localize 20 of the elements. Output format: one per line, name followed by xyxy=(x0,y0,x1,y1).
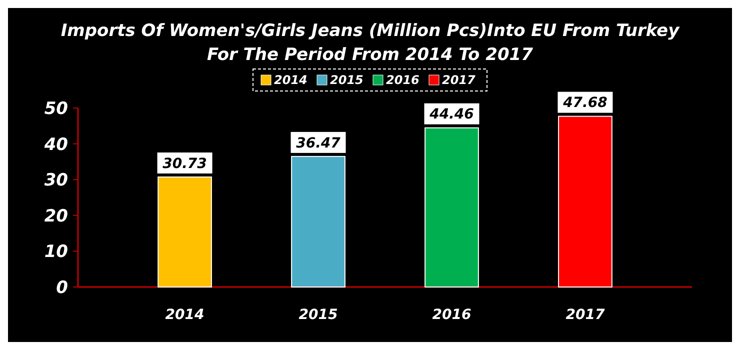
x-tick-label: 2016 xyxy=(432,307,472,323)
y-tick-label: 40 xyxy=(43,134,68,155)
data-label: 44.46 xyxy=(428,106,474,123)
legend-label: 2014 xyxy=(274,73,308,88)
data-label: 30.73 xyxy=(162,156,207,172)
legend-label: 2017 xyxy=(442,73,476,88)
x-tick-label: 2015 xyxy=(298,307,338,323)
y-tick-label: 20 xyxy=(44,206,68,226)
x-tick-label: 2017 xyxy=(566,307,605,323)
y-tick-label: 10 xyxy=(44,242,68,262)
data-label: 36.47 xyxy=(296,135,341,152)
chart-subtitle: For The Period From 2014 To 2017 xyxy=(207,45,534,65)
y-tick-label: 50 xyxy=(44,98,68,119)
legend-label: 2015 xyxy=(330,73,364,88)
data-label: 47.68 xyxy=(562,95,608,112)
x-tick-label: 2014 xyxy=(165,307,204,323)
y-tick-label: 30 xyxy=(44,170,68,191)
legend-label: 2016 xyxy=(386,73,420,88)
chart-title: Imports Of Women's/Girls Jeans (Million Pcs)Into EU From Turkey xyxy=(60,21,680,41)
y-tick-label: 0 xyxy=(56,278,68,298)
